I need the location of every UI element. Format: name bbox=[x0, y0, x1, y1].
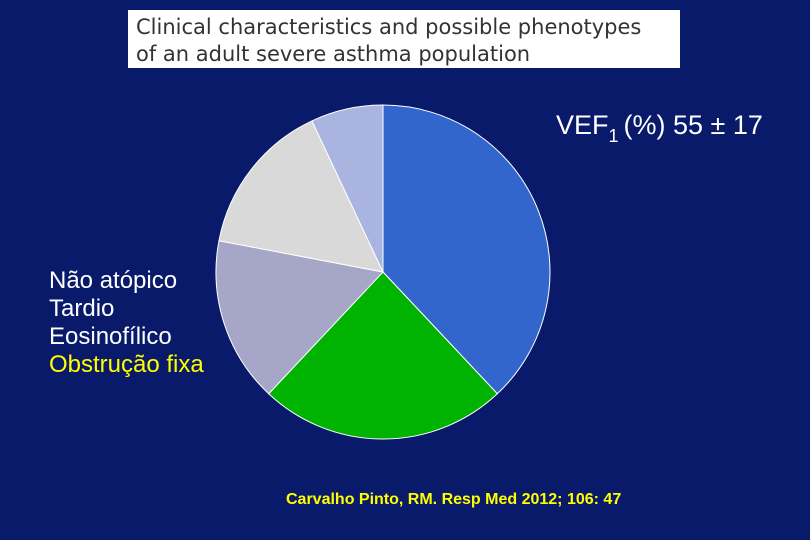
phenotype-label: Tardio bbox=[49, 295, 114, 322]
chart-title: of an adult severe asthma population bbox=[136, 42, 530, 66]
phenotype-label: Não atópico bbox=[49, 267, 177, 294]
annotation: VEF1 (%) 55 ± 17 bbox=[556, 110, 763, 146]
phenotype-label: Eosinofílico bbox=[49, 323, 172, 350]
pie-slice bbox=[382, 104, 551, 395]
phenotype-label: Obstrução fixa bbox=[49, 351, 204, 378]
annotation-main: VEF bbox=[556, 110, 609, 140]
chart-title: Clinical characteristics and possible ph… bbox=[136, 15, 641, 39]
source: Carvalho Pinto, RM. Resp Med 2012; 106: … bbox=[286, 491, 621, 508]
title-box bbox=[128, 10, 680, 68]
pie-slice bbox=[311, 104, 384, 273]
annotation-subscript: 1 bbox=[609, 126, 619, 146]
pie-slice bbox=[215, 240, 384, 395]
pie-slice bbox=[267, 271, 499, 440]
annotation-rest: (%) 55 ± 17 bbox=[624, 110, 763, 140]
pie-slice bbox=[218, 120, 384, 273]
